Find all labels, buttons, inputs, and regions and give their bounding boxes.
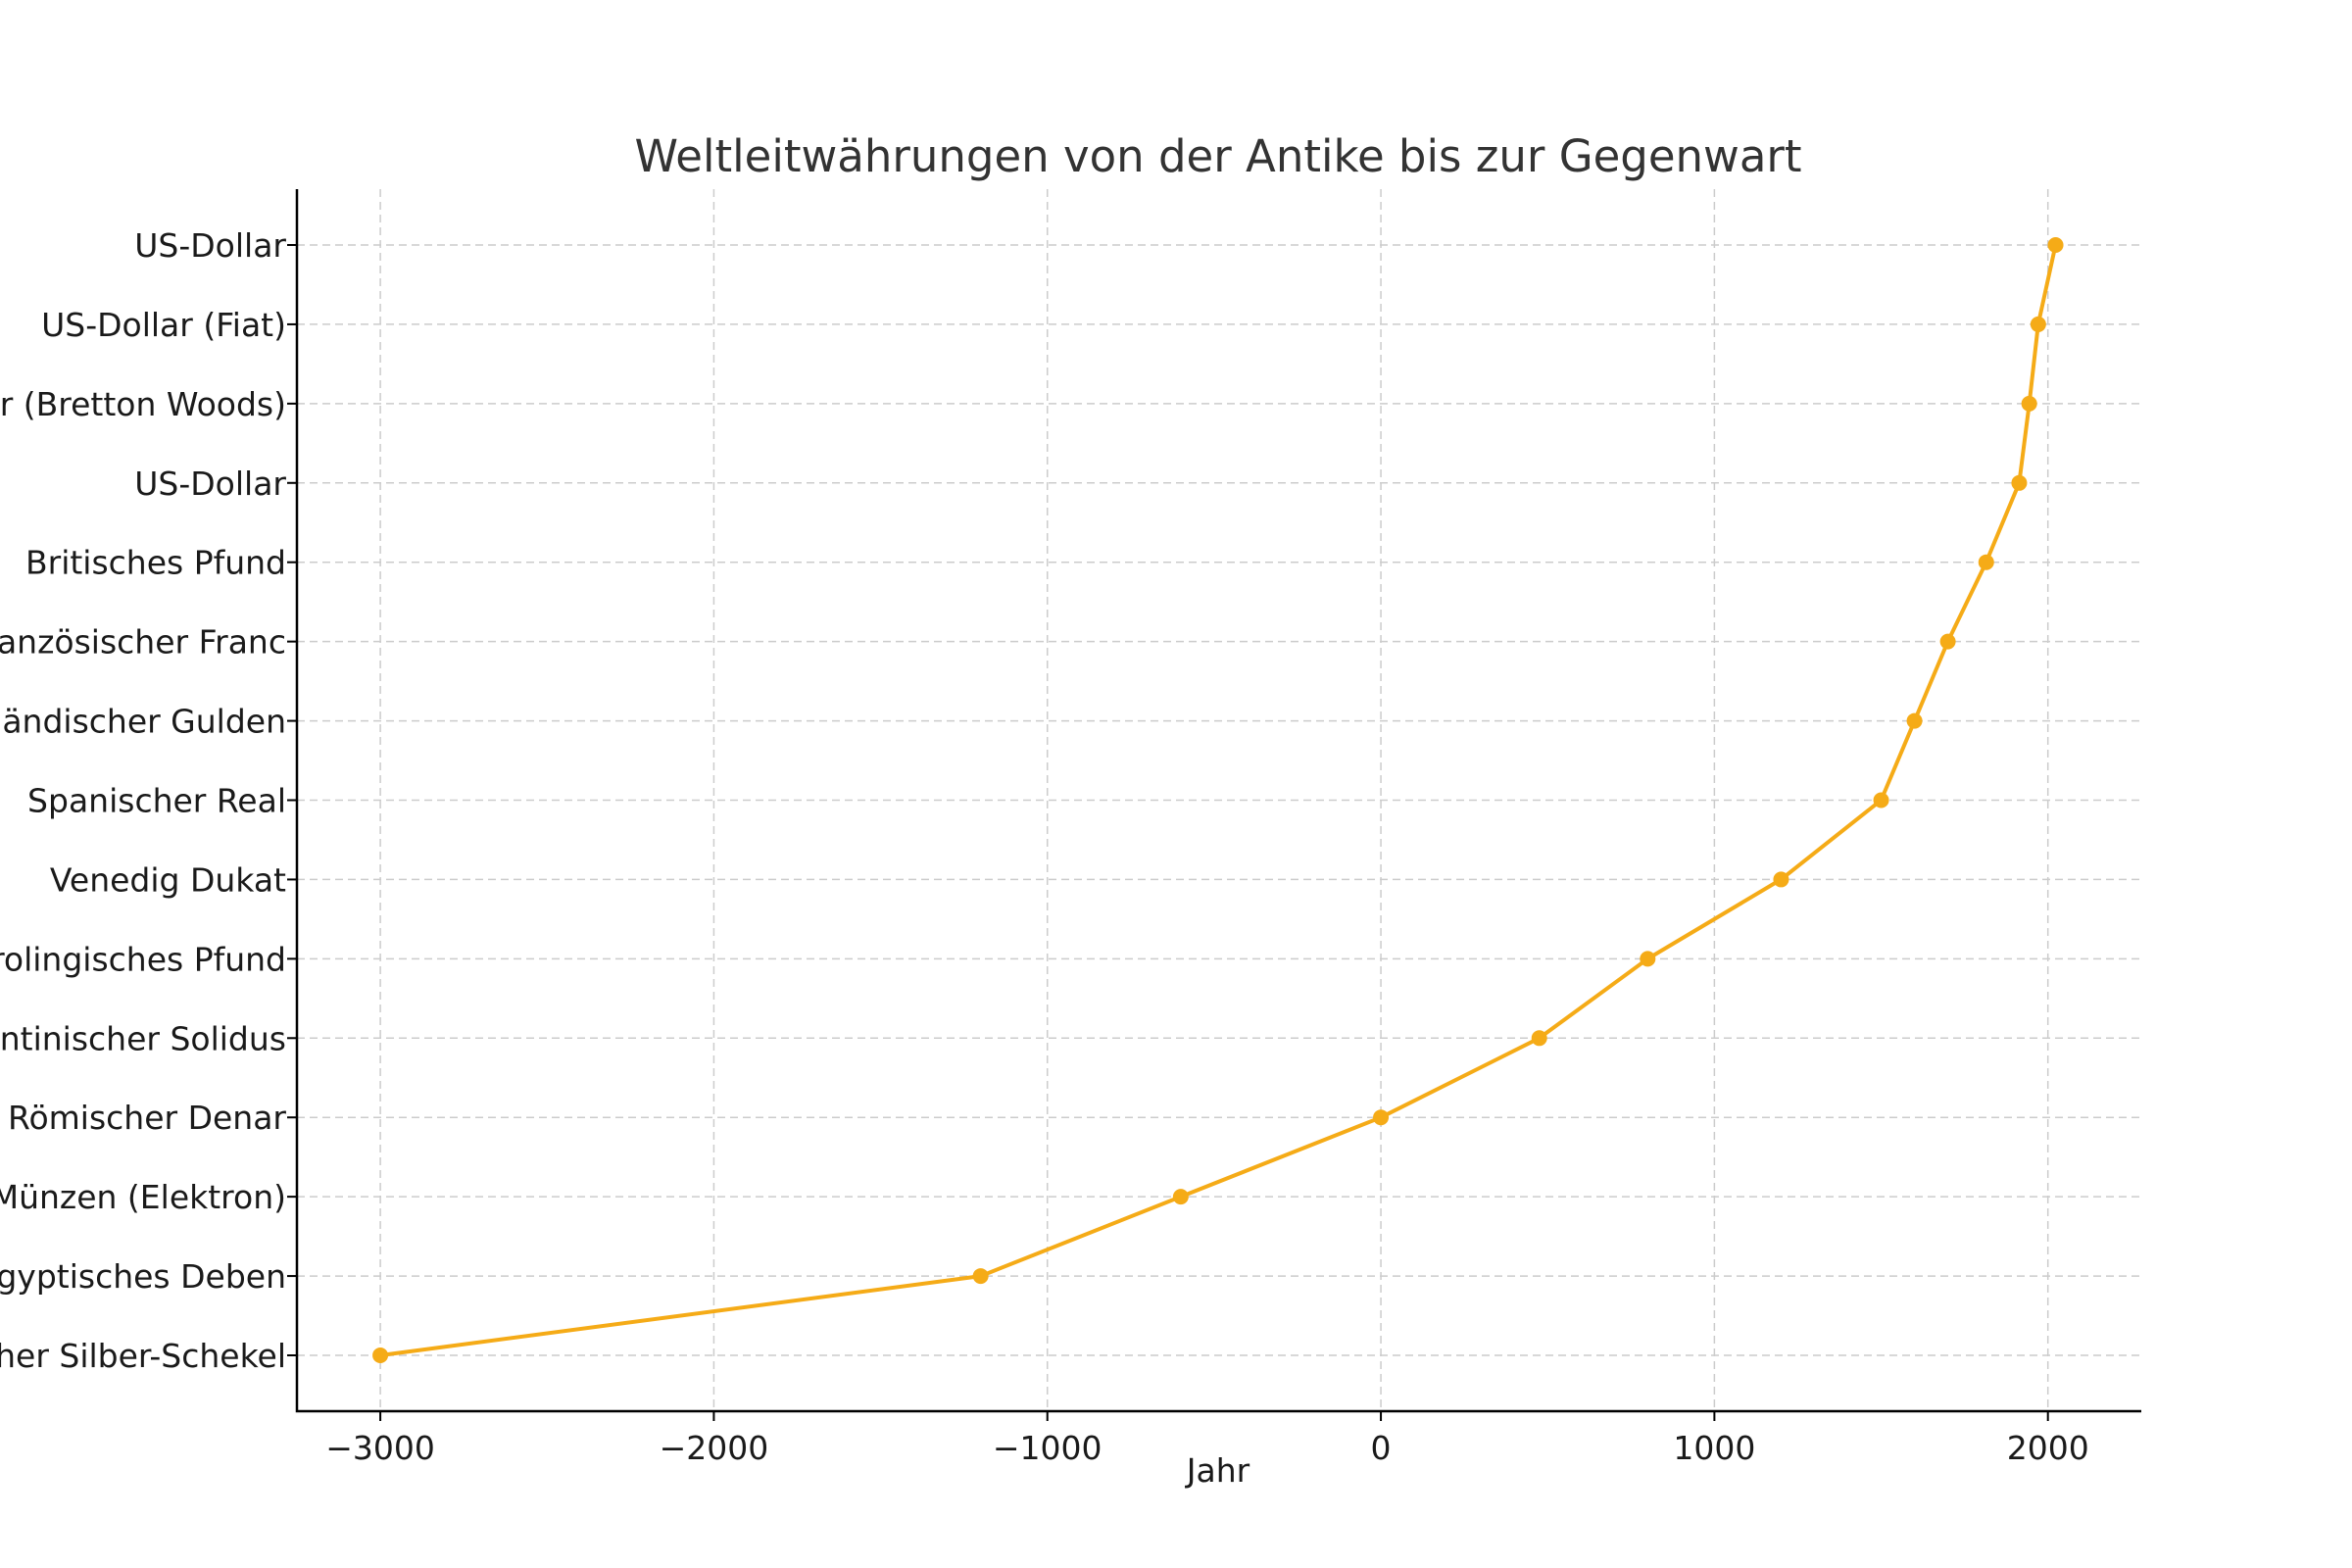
y-tick-label: US-Dollar	[134, 226, 286, 265]
y-tick-label: US-Dollar	[134, 465, 286, 503]
y-tick-label: US-Dollar (Fiat)	[41, 306, 286, 344]
y-tick-label: Spanischer Real	[27, 782, 286, 820]
x-tick-label: 0	[1371, 1429, 1392, 1467]
grid-layer	[297, 189, 2141, 1411]
data-point	[2021, 395, 2037, 412]
y-tick-label: Mesopotamischer Silber-Schekel	[0, 1337, 286, 1375]
y-tick-label: Karolingisches Pfund	[0, 940, 286, 978]
data-point	[1172, 1189, 1189, 1205]
data-point	[1640, 951, 1656, 967]
data-point	[1373, 1109, 1390, 1126]
y-tick-label: Lydische Münzen (Elektron)	[0, 1178, 286, 1216]
x-tick-label: −2000	[660, 1429, 769, 1467]
data-point	[972, 1268, 989, 1285]
series-layer	[372, 237, 2064, 1363]
data-point	[1906, 712, 1923, 729]
data-point	[2030, 316, 2046, 332]
data-point	[1773, 871, 1789, 888]
y-tick-label: Römischer Denar	[8, 1099, 286, 1137]
data-point	[1531, 1030, 1547, 1047]
y-tick-label: US-Dollar (Bretton Woods)	[0, 385, 286, 423]
y-tick-label: Britisches Pfund	[25, 544, 286, 582]
data-point	[1978, 554, 1994, 570]
y-tick-label: Niederländischer Gulden	[0, 703, 286, 741]
data-point	[372, 1348, 389, 1363]
data-point	[2047, 237, 2064, 253]
chart-title: Weltleitwährungen von der Antike bis zur…	[634, 130, 1801, 182]
axis-spines	[295, 189, 2141, 1413]
data-point	[2011, 474, 2028, 491]
x-tick-label: 2000	[2007, 1429, 2089, 1467]
y-tick-label: Französischer Franc	[0, 623, 286, 662]
x-tick-label: −3000	[325, 1429, 435, 1467]
x-axis-label: Jahr	[1185, 1451, 1250, 1490]
data-point	[1939, 633, 1956, 650]
x-tick-label: −1000	[993, 1429, 1102, 1467]
y-tick-label: Venedig Dukat	[50, 860, 286, 899]
axes-layer: −3000 −2000 −1000 0 1000 2000 Mesopotamischer …	[0, 189, 2141, 1467]
x-tick-label: 1000	[1673, 1429, 1755, 1467]
data-point	[1873, 792, 1889, 808]
y-tick-label: Byzantinischer Solidus	[0, 1019, 286, 1057]
y-tick-label: Ägyptisches Deben	[0, 1257, 286, 1296]
